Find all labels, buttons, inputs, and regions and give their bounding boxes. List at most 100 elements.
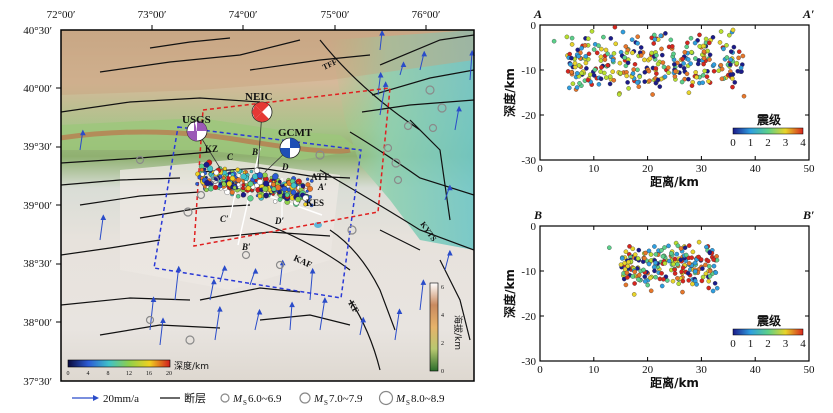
scatter-point: [700, 274, 706, 280]
scatter-point: [666, 243, 671, 249]
epicenter-dot: [236, 194, 241, 199]
elev-tick: 6: [441, 285, 444, 291]
scatter-point: [689, 255, 694, 260]
scatter-point: [736, 55, 741, 61]
scatter-point: [631, 67, 636, 72]
scatter-point: [583, 60, 589, 66]
epicenter-dot: [264, 194, 268, 199]
scatter-point: [735, 68, 741, 74]
scatter-point: [636, 247, 642, 253]
gcmt-label: GCMT: [278, 127, 313, 139]
lon-label: 75°00′: [321, 9, 350, 21]
scatter-point: [675, 243, 681, 249]
point-a2-label: A′: [317, 182, 327, 192]
scatter-point: [602, 57, 608, 62]
epicenter-dot: [309, 179, 314, 183]
scatter-point: [683, 252, 689, 258]
scatter-point: [694, 74, 699, 80]
epicenter-dot: [290, 189, 297, 196]
epicenter-dot: [262, 185, 269, 192]
scatter-point: [740, 53, 746, 59]
velocity-arrow: [149, 296, 157, 331]
scatter-point: [624, 270, 630, 276]
epicenter-dot: [305, 189, 309, 193]
scatter-point: [648, 252, 654, 257]
velocity-legend-label: 20mm/a: [103, 393, 139, 405]
scatter-point: [668, 37, 674, 43]
scatter-point: [583, 54, 588, 59]
scatter-point: [637, 74, 642, 79]
velocity-arrow: [419, 279, 427, 311]
scatter-point: [702, 68, 707, 74]
epicenter-dot: [221, 176, 226, 180]
scatter-point: [652, 244, 657, 249]
scatter-point: [660, 60, 666, 65]
scatter-point: [712, 281, 718, 286]
scatter-point: [704, 74, 710, 79]
scatter-point: [672, 267, 677, 272]
scatter-point: [652, 37, 658, 42]
scatter-point: [630, 274, 635, 279]
scatter-point: [718, 29, 724, 34]
scatter-point: [605, 51, 610, 57]
epicenter-dot: [296, 181, 300, 184]
scatter-point: [686, 57, 691, 62]
scatter-point: [686, 90, 692, 95]
scatter-point: [599, 46, 604, 52]
epicenter-dot: [235, 167, 240, 172]
x-tick-label: 50: [804, 163, 816, 175]
velocity-arrow: [379, 81, 389, 116]
scatter-point: [652, 32, 657, 38]
scatter-point: [692, 260, 698, 266]
scatter-point: [625, 80, 630, 85]
epicenter-dot: [277, 179, 282, 184]
epicenter-cluster: [195, 159, 314, 208]
scatter-point: [630, 246, 636, 252]
scatter-point: [576, 54, 581, 59]
scatter-point: [730, 27, 736, 33]
scatter-point: [598, 54, 604, 60]
scatter-point: [587, 72, 593, 77]
scatter-point: [688, 61, 693, 66]
mag-range-1: 6.0~6.9: [248, 393, 282, 405]
epicenter-dot: [244, 183, 248, 187]
scatter-point: [642, 79, 647, 84]
scatter-point: [689, 49, 694, 55]
colorbar-tick: 3: [783, 137, 789, 149]
scatter-point: [623, 249, 629, 254]
scatter-point: [695, 61, 701, 67]
scatter-point: [596, 82, 602, 87]
gcmt-beachball-icon: [279, 137, 301, 159]
scatter-point: [673, 69, 678, 74]
scatter-point: [646, 261, 652, 267]
x-axis-label: 距离/km: [650, 174, 699, 189]
epicenter-dot: [305, 177, 310, 181]
scatter-points: [551, 24, 747, 99]
colorbar-tick: 0: [730, 137, 736, 149]
scatter-point: [648, 288, 654, 294]
scatter-point: [635, 34, 640, 39]
epicenter-dot: [206, 165, 214, 172]
scatter-point: [657, 276, 663, 282]
scatter-point: [617, 60, 623, 66]
epicenter-dot: [284, 182, 288, 187]
scatter-point: [684, 44, 689, 50]
scatter-point: [674, 251, 680, 257]
scatter-point: [707, 52, 713, 58]
scatter-point: [638, 45, 644, 50]
epicenter-dot: [235, 177, 242, 183]
lat-label: 40°00′: [23, 83, 52, 95]
scatter-point: [707, 268, 713, 274]
scatter-point: [700, 266, 705, 271]
scatter-point: [659, 46, 664, 52]
mag-prefix: M: [395, 393, 406, 405]
scatter-point: [685, 271, 691, 276]
scatter-point: [685, 40, 690, 46]
colorbar-tick: 0: [730, 338, 736, 350]
y-tick-label: -10: [521, 65, 536, 77]
scatter-point: [679, 79, 685, 85]
magnitude-colorbar: 震级 0 1 2 3 4: [730, 112, 806, 149]
depth-colorbar-label: 深度/km: [174, 360, 209, 372]
epicenter-dot: [229, 189, 235, 195]
scatter-point: [659, 248, 664, 253]
